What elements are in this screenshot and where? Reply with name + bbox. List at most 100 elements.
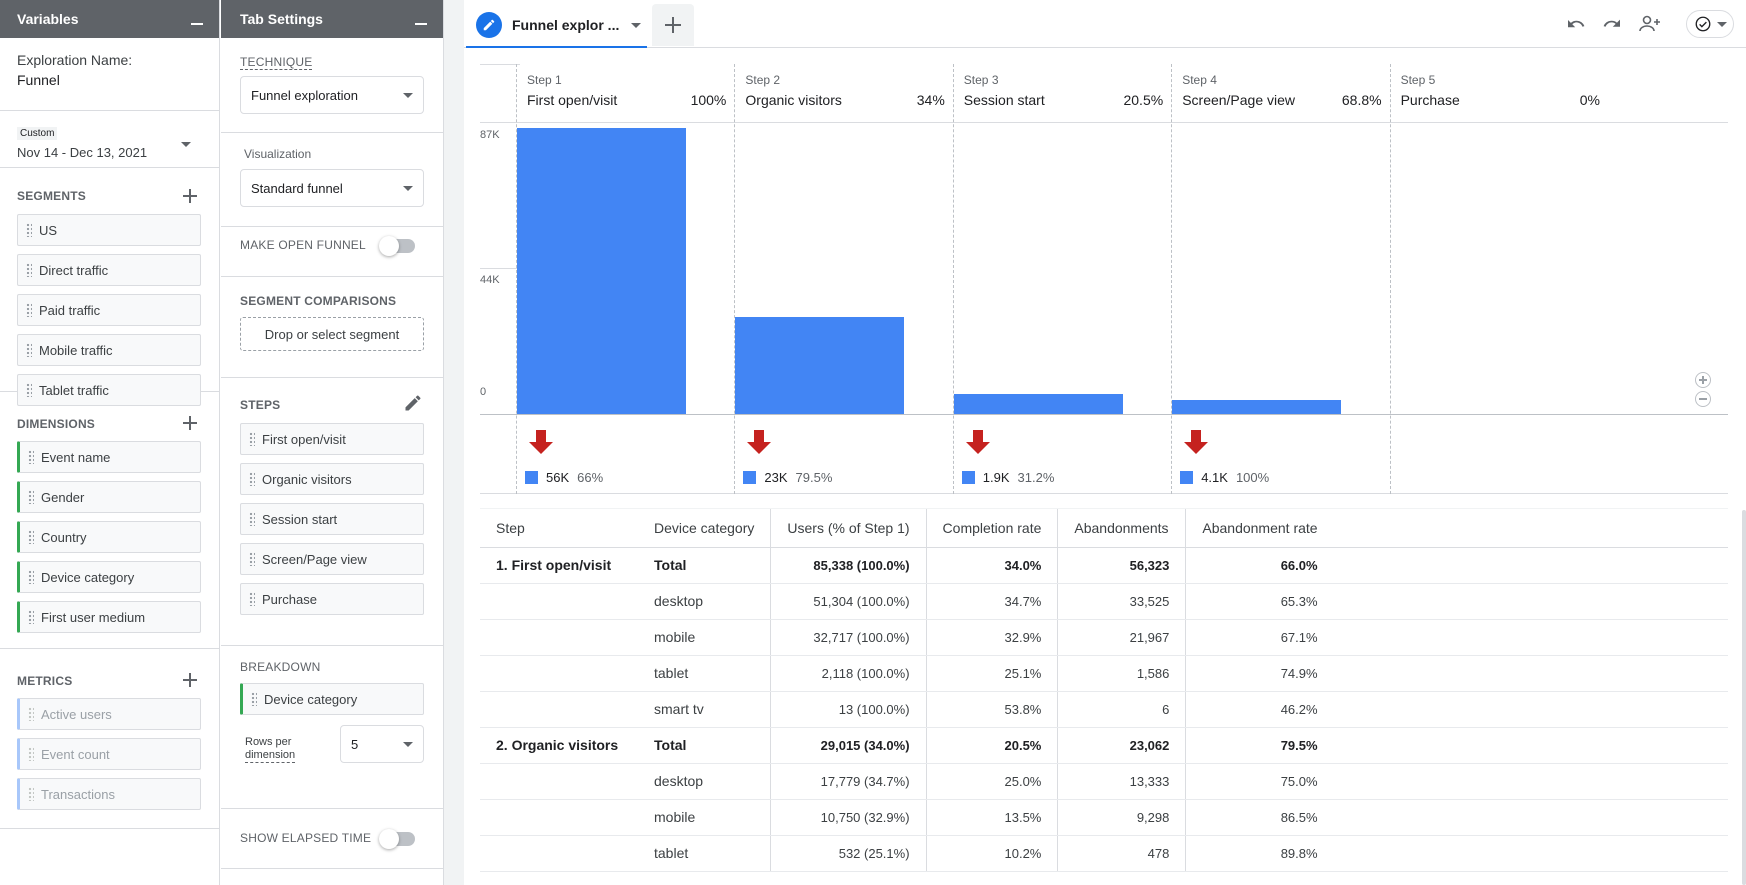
add-segment-icon[interactable] — [183, 189, 197, 203]
drag-handle-icon[interactable] — [26, 223, 32, 237]
drag-handle-icon[interactable] — [26, 303, 32, 317]
dimension-chip[interactable]: Country — [17, 521, 201, 553]
funnel-bar[interactable] — [953, 394, 1123, 414]
share-people-icon[interactable] — [1636, 12, 1664, 36]
cell-device-category: mobile — [638, 799, 771, 836]
add-dimension-icon[interactable] — [183, 416, 197, 430]
funnel-bar[interactable] — [517, 128, 686, 414]
step-chip[interactable]: Purchase — [240, 583, 424, 615]
segment-chip[interactable]: Mobile traffic — [17, 334, 201, 366]
step-chip[interactable]: Screen/Page view — [240, 543, 424, 575]
drag-handle-icon[interactable] — [28, 787, 34, 801]
dropoff-arrow-icon[interactable] — [964, 428, 992, 456]
segment-chip[interactable]: Direct traffic — [17, 254, 201, 286]
dimension-chip[interactable]: Device category — [17, 561, 201, 593]
table-scrollbar[interactable] — [1742, 510, 1746, 885]
segment-chip[interactable]: Paid traffic — [17, 294, 201, 326]
visualization-value: Standard funnel — [251, 180, 343, 196]
elapsed-time-toggle[interactable] — [379, 829, 415, 849]
step-chip[interactable]: Session start — [240, 503, 424, 535]
table-row[interactable]: desktop 51,304 (100.0%) 34.7% 33,525 65.3% — [480, 583, 1728, 620]
drag-handle-icon[interactable] — [249, 552, 255, 566]
dimension-chip[interactable]: Gender — [17, 481, 201, 513]
tab-funnel[interactable]: Funnel explor ... — [466, 4, 647, 48]
date-range-section[interactable]: Custom Nov 14 - Dec 13, 2021 — [0, 111, 219, 168]
add-metric-icon[interactable] — [183, 673, 197, 687]
drag-handle-icon[interactable] — [28, 490, 34, 504]
step-number: Step 1 — [527, 73, 562, 87]
dropoff-arrow-icon[interactable] — [527, 428, 555, 456]
add-tab-button[interactable] — [652, 4, 694, 46]
column-header-abandonment-rate[interactable]: Abandonment rate — [1185, 509, 1334, 548]
dropoff-swatch — [1180, 471, 1194, 484]
column-header-abandonments[interactable]: Abandonments — [1057, 509, 1186, 548]
drag-handle-icon[interactable] — [28, 707, 34, 721]
drag-handle-icon[interactable] — [249, 592, 255, 606]
technique-select[interactable]: Funnel exploration — [240, 76, 424, 114]
table-row[interactable]: 1. First open/visit Total 85,338 (100.0%) 3… — [480, 547, 1728, 584]
drag-handle-icon[interactable] — [251, 692, 257, 706]
dropoff-arrow-icon[interactable] — [1182, 428, 1210, 456]
metric-chip[interactable]: Event count — [17, 738, 201, 770]
table-row[interactable]: mobile 32,717 (100.0%) 32.9% 21,967 67.1% — [480, 619, 1728, 656]
drag-handle-icon[interactable] — [26, 263, 32, 277]
breakdown-chip[interactable]: Device category — [240, 683, 424, 715]
zoom-in-icon[interactable] — [1695, 372, 1711, 388]
collapse-tab-settings-button[interactable] — [415, 23, 427, 25]
date-chevron-down-icon[interactable] — [181, 142, 191, 147]
drag-handle-icon[interactable] — [28, 530, 34, 544]
column-header-step[interactable]: Step — [480, 509, 638, 548]
open-funnel-toggle[interactable] — [379, 236, 415, 256]
dimension-chip[interactable]: Event name — [17, 441, 201, 473]
cell-step — [480, 655, 638, 692]
pencil-icon[interactable] — [476, 12, 502, 38]
funnel-bar[interactable] — [735, 317, 905, 414]
tab-settings-header: Tab Settings — [221, 0, 443, 38]
segment-chip[interactable]: Tablet traffic — [17, 374, 201, 406]
table-row[interactable]: smart tv 13 (100.0%) 53.8% 6 46.2% — [480, 691, 1728, 728]
rows-per-dimension-select[interactable]: 5 — [340, 725, 424, 763]
dropoff-legend: 1.9K 31.2% — [961, 470, 1054, 485]
edit-steps-pencil-icon[interactable] — [403, 393, 423, 413]
cell-completion-rate: 32.9% — [925, 619, 1058, 656]
funnel-bar[interactable] — [1172, 400, 1342, 414]
drag-handle-icon[interactable] — [249, 432, 255, 446]
visualization-select[interactable]: Standard funnel — [240, 169, 424, 207]
status-menu-button[interactable] — [1686, 10, 1734, 38]
drag-handle-icon[interactable] — [249, 472, 255, 486]
table-row[interactable]: tablet 532 (25.1%) 10.2% 478 89.8% — [480, 835, 1728, 872]
table-row[interactable]: 2. Organic visitors Total 29,015 (34.0%) 20… — [480, 727, 1728, 764]
cell-step — [480, 835, 638, 872]
drag-handle-icon[interactable] — [28, 450, 34, 464]
funnel-chart: 87K 44K 0 Step 1 First open/visit 100% 56K 6… — [480, 64, 1728, 494]
table-row[interactable]: desktop 17,779 (34.7%) 25.0% 13,333 75.0% — [480, 763, 1728, 800]
column-header-users[interactable]: Users (% of Step 1) — [770, 509, 927, 548]
tab-chevron-down-icon[interactable] — [631, 22, 642, 28]
funnel-step-column: Step 5 Purchase 0% — [1389, 64, 1608, 494]
step-chip[interactable]: Organic visitors — [240, 463, 424, 495]
drag-handle-icon[interactable] — [26, 383, 32, 397]
segment-drop-zone[interactable]: Drop or select segment — [240, 317, 424, 351]
breakdown-section: BREAKDOWN Device category Rows per dimen… — [221, 646, 443, 809]
metric-chip[interactable]: Transactions — [17, 778, 201, 810]
table-row[interactable]: mobile 10,750 (32.9%) 13.5% 9,298 86.5% — [480, 799, 1728, 836]
segment-chip[interactable]: US — [17, 214, 201, 246]
drag-handle-icon[interactable] — [28, 570, 34, 584]
collapse-variables-button[interactable] — [191, 23, 203, 25]
drag-handle-icon[interactable] — [249, 512, 255, 526]
undo-icon[interactable] — [1564, 12, 1588, 36]
column-header-device-category[interactable]: Device category — [638, 509, 771, 548]
tab-bar: Funnel explor ... — [464, 0, 1746, 48]
drag-handle-icon[interactable] — [28, 747, 34, 761]
redo-icon[interactable] — [1600, 12, 1624, 36]
exploration-name[interactable]: Funnel — [17, 72, 60, 88]
dimension-chip[interactable]: First user medium — [17, 601, 201, 633]
drag-handle-icon[interactable] — [28, 610, 34, 624]
column-header-completion-rate[interactable]: Completion rate — [925, 509, 1058, 548]
table-row[interactable]: tablet 2,118 (100.0%) 25.1% 1,586 74.9% — [480, 655, 1728, 692]
drag-handle-icon[interactable] — [26, 343, 32, 357]
metric-chip[interactable]: Active users — [17, 698, 201, 730]
zoom-out-icon[interactable] — [1695, 391, 1711, 407]
step-chip[interactable]: First open/visit — [240, 423, 424, 455]
dropoff-arrow-icon[interactable] — [745, 428, 773, 456]
